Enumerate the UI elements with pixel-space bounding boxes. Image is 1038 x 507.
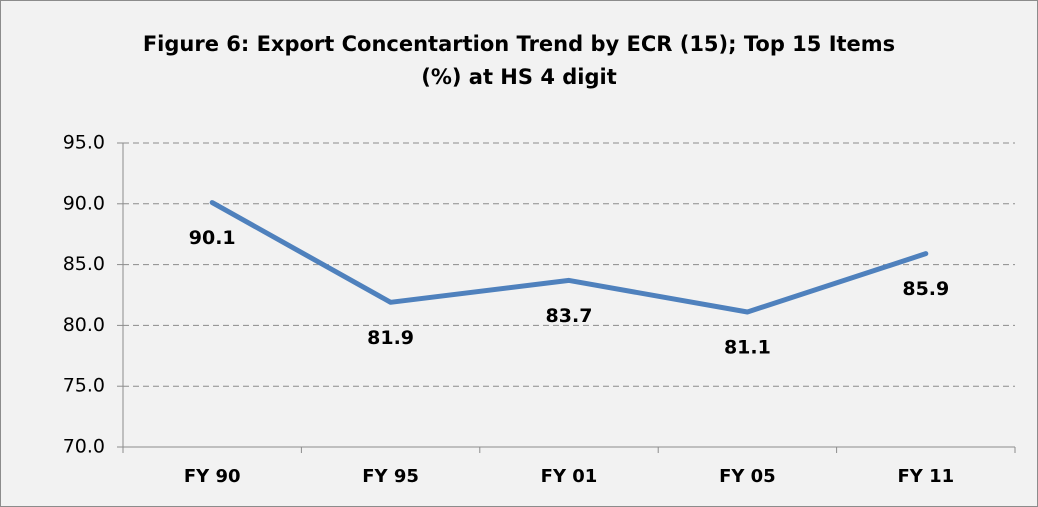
x-tick-label: FY 95: [362, 466, 419, 487]
chart-title: Figure 6: Export Concentartion Trend by …: [143, 32, 895, 56]
y-tick-label: 85.0: [63, 253, 105, 275]
y-tick-label: 75.0: [63, 375, 105, 397]
chart-title: (%) at HS 4 digit: [421, 65, 617, 89]
y-tick-label: 90.0: [63, 192, 105, 214]
data-label: 90.1: [189, 227, 236, 249]
x-tick-label: FY 11: [897, 466, 954, 487]
y-tick-label: 80.0: [63, 314, 105, 336]
y-tick-label: 70.0: [63, 436, 105, 458]
data-label: 81.1: [724, 337, 771, 359]
data-line: [209, 200, 929, 315]
x-tick-label: FY 90: [184, 466, 241, 487]
data-label: 81.9: [367, 327, 414, 349]
data-label: 85.9: [902, 278, 949, 300]
y-tick-label: 95.0: [63, 132, 105, 154]
data-label: 83.7: [546, 305, 593, 327]
x-tick-label: FY 05: [719, 466, 776, 487]
x-tick-label: FY 01: [541, 466, 598, 487]
